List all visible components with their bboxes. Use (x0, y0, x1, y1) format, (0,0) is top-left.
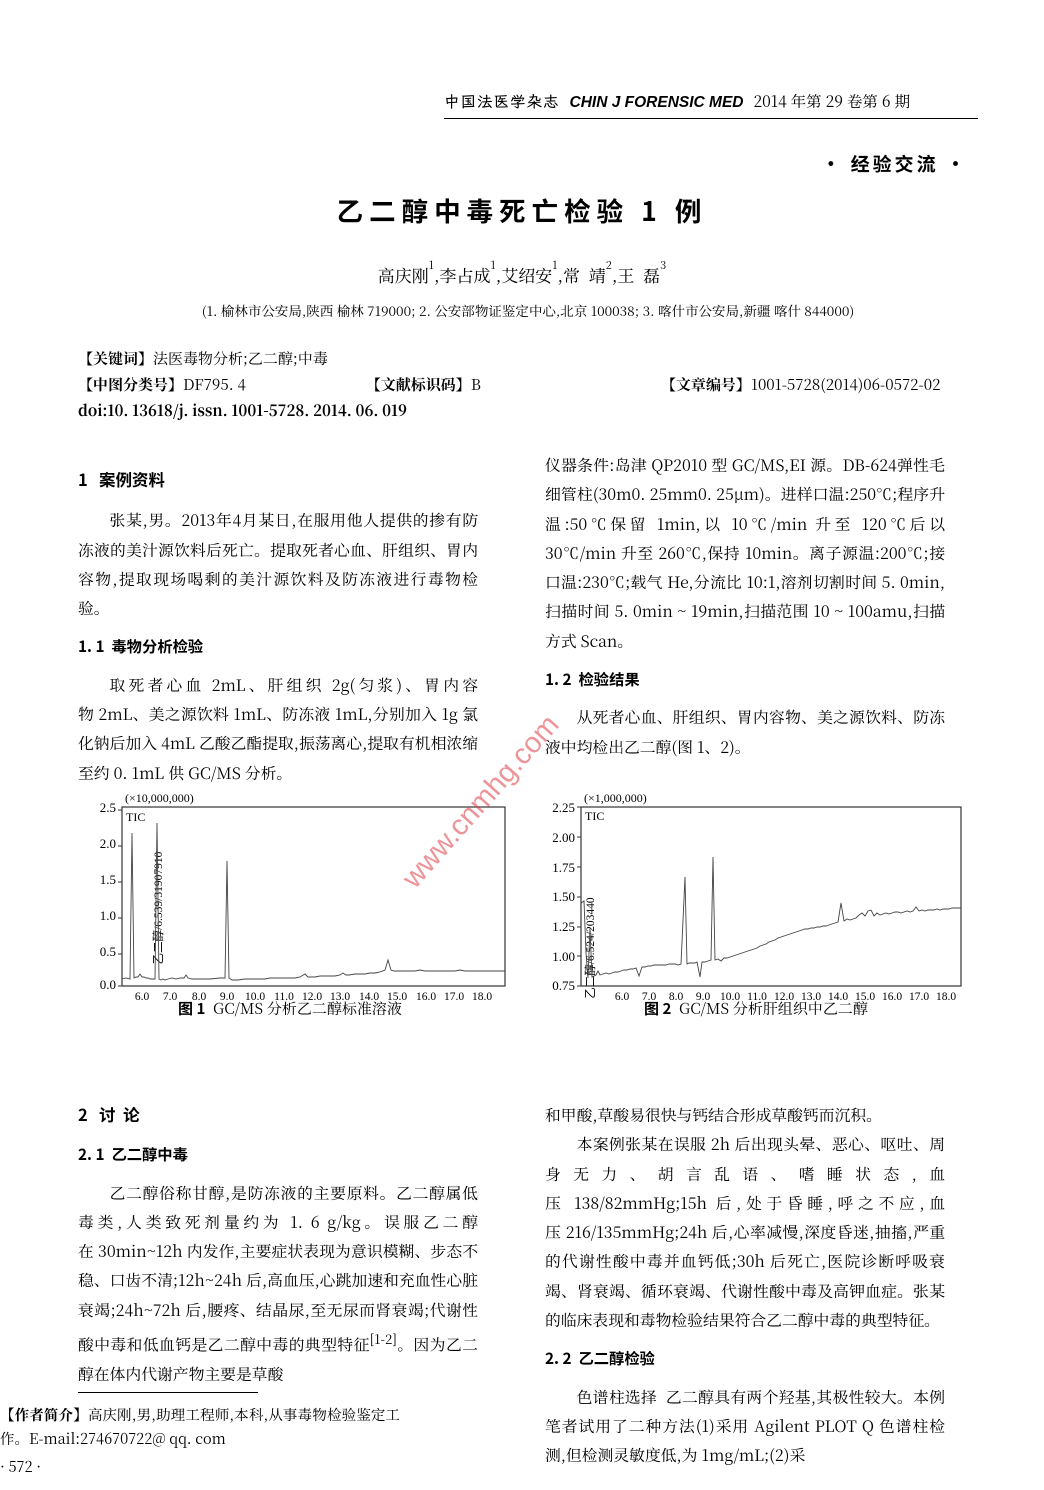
svg-text:1.00: 1.00 (552, 949, 575, 964)
svg-text:2.5: 2.5 (100, 800, 116, 815)
svg-text:0.75: 0.75 (552, 978, 575, 993)
svg-text:(×1,000,000): (×1,000,000) (584, 793, 647, 805)
svg-text:1.50: 1.50 (552, 889, 575, 904)
svg-text:1.25: 1.25 (552, 919, 575, 934)
svg-text:TIC: TIC (126, 810, 145, 824)
svg-text:1.0: 1.0 (100, 908, 116, 923)
svg-text:TIC: TIC (585, 809, 604, 823)
svg-text:2.0: 2.0 (100, 836, 116, 851)
svg-text:0.5: 0.5 (100, 944, 116, 959)
svg-text:1.75: 1.75 (552, 860, 575, 875)
svg-text:2.25: 2.25 (552, 800, 575, 815)
svg-text:1.5: 1.5 (100, 872, 116, 887)
svg-text:(×10,000,000): (×10,000,000) (125, 793, 194, 805)
svg-text:乙二醇/6.524/203440: 乙二醇/6.524/203440 (583, 897, 597, 999)
svg-text:0.0: 0.0 (100, 977, 116, 992)
svg-text:2.00: 2.00 (552, 830, 575, 845)
